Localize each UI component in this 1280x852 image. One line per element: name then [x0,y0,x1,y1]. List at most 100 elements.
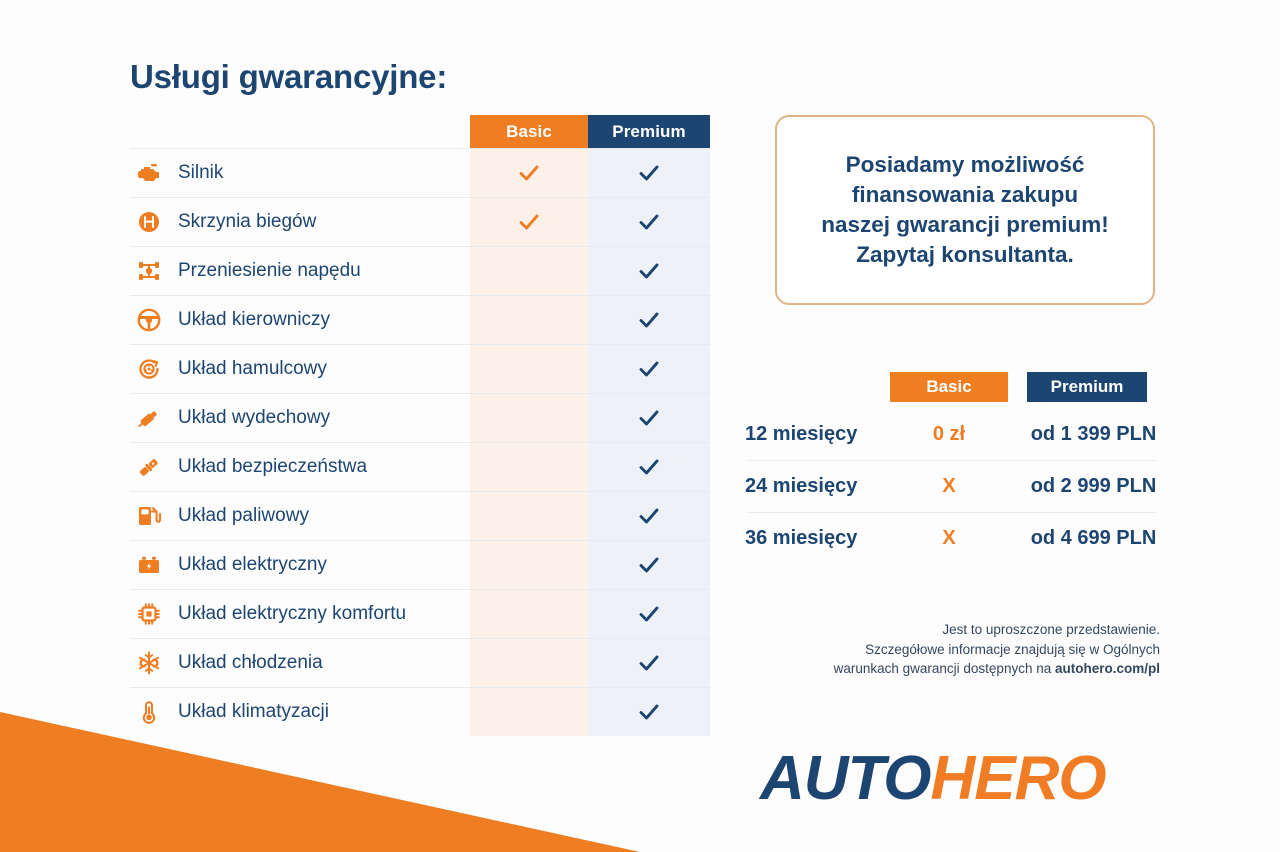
check-icon [637,651,661,675]
financing-line-4: Zapytaj konsultanta. [856,241,1074,267]
cell-premium [588,394,710,442]
battery-icon [132,548,166,582]
check-icon [637,259,661,283]
feature-label: Skrzynia biegów [178,211,317,232]
cell-premium [588,688,710,736]
feature-label: Układ chłodzenia [178,652,323,673]
pricing-premium-value: od 4 699 PLN [1030,526,1157,549]
logo-text-hero: HERO [930,744,1107,813]
feature-label: Silnik [178,162,224,183]
check-icon [637,700,661,724]
feature-label: Układ elektryczny komfortu [178,603,407,624]
feature-label: Układ hamulcowy [178,358,327,379]
cell-premium [588,247,710,295]
table-row: Skrzynia biegów [130,197,710,246]
pricing-term: 36 miesięcy [745,526,858,549]
check-icon [637,504,661,528]
table-row: Układ wydechowy [130,393,710,442]
pricing-table: Basic Premium 12 miesięcy 0 zł od 1 399 … [745,372,1160,564]
check-icon [637,455,661,479]
pricing-header-basic: Basic [890,372,1008,402]
disclaimer-line-3-prefix: warunkach gwarancji dostępnych na [833,661,1055,677]
check-icon [637,308,661,332]
table-row: Układ elektryczny komfortu [130,589,710,638]
brake-disc-icon [132,352,166,386]
cell-basic [470,296,588,344]
cell-basic [470,590,588,638]
disclaimer-line-2: Szczegółowe informacje znajdują się w Og… [865,641,1160,657]
pricing-term: 24 miesięcy [745,474,858,497]
autohero-website-link[interactable]: autohero.com/pl [1054,661,1160,677]
check-icon [637,357,661,381]
check-icon [637,602,661,626]
feature-label: Układ wydechowy [178,407,331,428]
financing-line-2: finansowania zakupu [851,182,1079,208]
cell-premium [588,198,710,246]
feature-label: Układ elektryczny [178,554,327,575]
disclaimer-line-1: Jest to uproszczone przedstawienie. [942,622,1160,637]
comparison-header-row: Basic Premium [130,115,710,148]
cell-basic [470,149,588,197]
warranty-comparison-table: Basic Premium Silnik [130,115,710,736]
table-row: Przeniesienie napędu [130,246,710,295]
chip-icon [132,597,166,631]
table-row: Układ klimatyzacji [130,687,710,736]
table-row: Układ chłodzenia [130,638,710,687]
cell-premium [588,443,710,491]
cell-basic [470,639,588,687]
pricing-basic-value: X [942,526,956,549]
pricing-row: 24 miesięcy X od 2 999 PLN [745,460,1160,512]
cell-premium [588,541,710,589]
cell-premium [588,639,710,687]
cell-basic [470,492,588,540]
pricing-header-row: Basic Premium [745,372,1160,402]
check-icon [517,210,541,234]
pricing-term: 12 miesięcy [745,422,858,445]
gearbox-icon [132,205,166,239]
check-icon [637,406,661,430]
pricing-header-gap [1008,372,1027,402]
check-icon [637,161,661,185]
financing-line-1: Posiadamy możliwość [845,152,1085,178]
drivetrain-icon [132,254,166,288]
cell-basic [470,198,588,246]
page-title: Usługi gwarancyjne: [130,58,448,95]
cell-basic [470,247,588,295]
feature-label: Układ kierowniczy [178,309,331,330]
pricing-basic-value: X [942,474,956,497]
pricing-header-spacer [745,372,890,402]
cell-premium [588,296,710,344]
cell-premium [588,149,710,197]
disclaimer-line-3: warunkach gwarancji dostępnych na autohe… [700,659,1160,679]
feature-label: Układ paliwowy [178,505,309,526]
logo-text-auto: AUTO [760,744,932,813]
exhaust-icon [132,401,166,435]
cell-premium [588,345,710,393]
pricing-header-premium: Premium [1027,372,1147,402]
table-row: Układ hamulcowy [130,344,710,393]
check-icon [517,161,541,185]
financing-callout-box: Posiadamy możliwość finansowania zakupu … [775,115,1155,305]
thermometer-icon [132,695,166,729]
financing-line-3: naszej gwarancji premium! [821,212,1109,237]
seatbelt-icon [132,450,166,484]
cell-premium [588,590,710,638]
table-row: Układ bezpieczeństwa [130,442,710,491]
cell-basic [470,345,588,393]
snowflake-icon [132,646,166,680]
autohero-logo: AUTOHERO [760,744,1107,813]
table-row: Silnik [130,148,710,197]
pricing-premium-value: od 1 399 PLN [1030,422,1157,445]
financing-callout-text: Posiadamy możliwość finansowania zakupu … [807,150,1123,270]
column-header-basic: Basic [470,115,588,148]
check-icon [637,210,661,234]
fuel-pump-icon [132,499,166,533]
feature-label: Układ klimatyzacji [178,701,329,722]
feature-label: Układ bezpieczeństwa [178,456,368,477]
pricing-row: 12 miesięcy 0 zł od 1 399 PLN [745,408,1160,460]
disclaimer: Jest to uproszczone przedstawienie. Szcz… [700,620,1160,679]
table-row: Układ paliwowy [130,491,710,540]
pricing-basic-value: 0 zł [932,422,966,445]
cell-basic [470,394,588,442]
